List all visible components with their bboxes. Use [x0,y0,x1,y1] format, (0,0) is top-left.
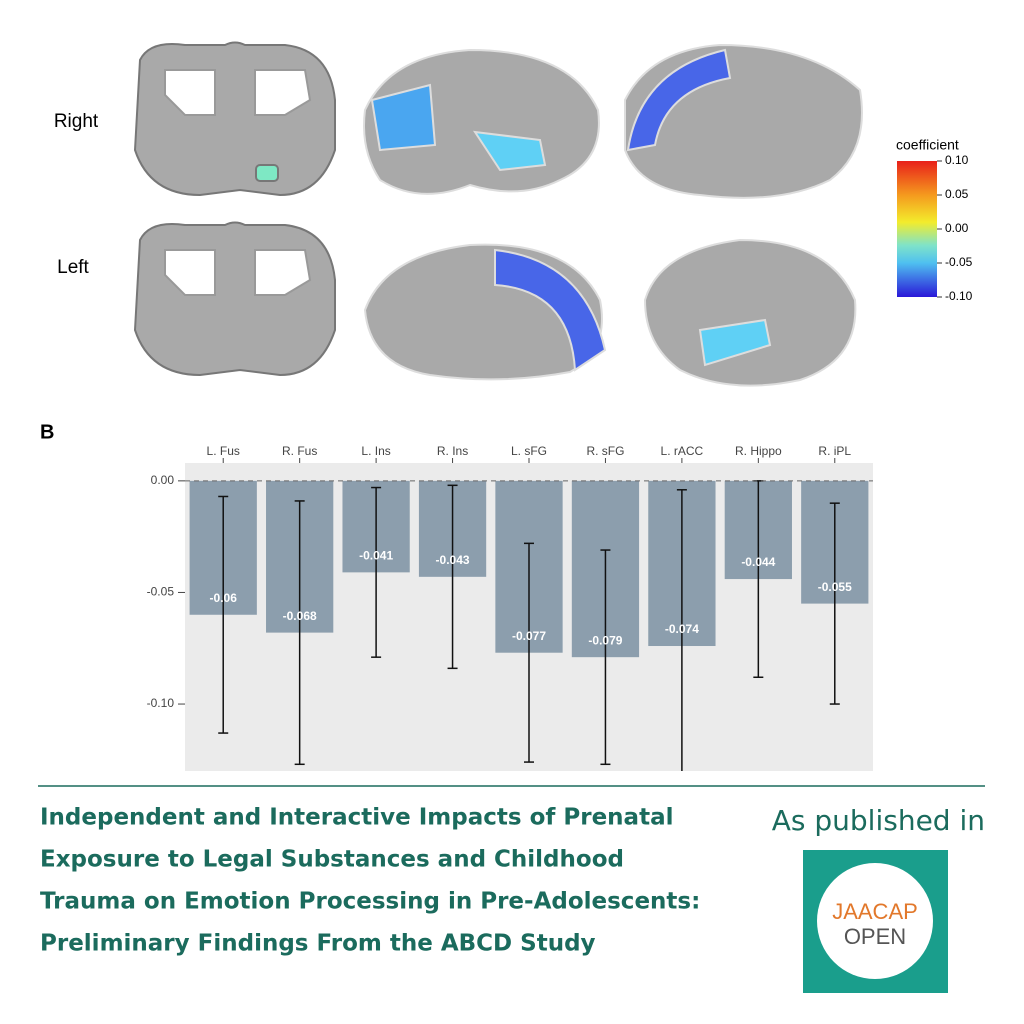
x-tick-label: R. Ins [437,444,468,458]
x-tick-label: L. rACC [661,444,704,458]
colorbar-tick-label: 0.00 [945,221,969,235]
x-tick-label: L. Fus [207,444,240,458]
plot-area [189,480,869,771]
colorbar-title: coefficient [896,137,959,153]
colorbar-tick-label: -0.10 [945,289,973,303]
article-title: Preliminary Findings From the ABCD Study [40,931,596,957]
logo-circle [817,863,933,979]
logo-text: OPEN [844,924,906,949]
x-tick-label: R. iPL [818,444,851,458]
logo-text: JAACAP [832,899,918,924]
value-label: -0.041 [359,549,393,563]
value-label: -0.077 [512,629,546,643]
y-tick-label: -0.10 [147,696,175,710]
brain-images [133,41,863,387]
value-label: -0.068 [283,609,317,623]
value-label: -0.043 [436,553,470,567]
row-label: Right [54,111,99,132]
value-label: -0.079 [588,633,622,647]
article-title: Independent and Interactive Impacts of P… [40,805,673,831]
x-tick-label: R. Hippo [735,444,782,458]
value-label: -0.044 [741,555,775,569]
panel-label: B [40,421,54,443]
published-label: As published in [772,804,985,837]
row-label: Left [57,257,89,278]
x-tick-label: R. sFG [586,444,624,458]
colorbar-tick-label: 0.05 [945,187,969,201]
colorbar-tick-label: -0.05 [945,255,973,269]
x-tick-label: R. Fus [282,444,317,458]
y-tick-label: 0.00 [151,473,175,487]
article-title: Exposure to Legal Substances and Childho… [40,847,624,873]
value-label: -0.055 [818,580,852,594]
article-title: Trauma on Emotion Processing in Pre-Adol… [40,889,700,915]
y-tick-label: -0.05 [147,585,175,599]
value-label: -0.074 [665,622,699,636]
value-label: -0.06 [210,591,238,605]
colorbar-tick-label: 0.10 [945,153,969,167]
x-tick-label: L. sFG [511,444,547,458]
colorbar [897,161,937,297]
x-tick-label: L. Ins [361,444,390,458]
